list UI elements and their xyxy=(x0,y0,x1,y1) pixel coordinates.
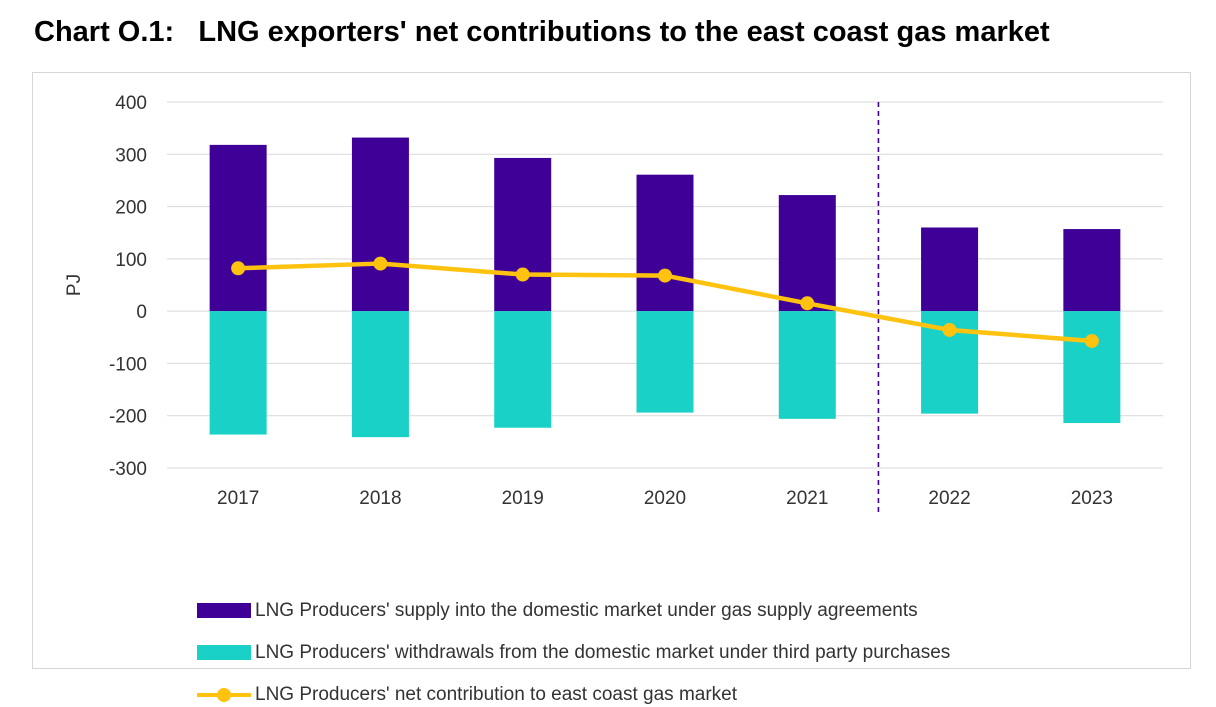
bar-withdrawal xyxy=(1063,311,1121,424)
bar-supply xyxy=(636,174,694,312)
x-tick-label: 2017 xyxy=(217,488,259,509)
legend-label-supply: LNG Producers' supply into the domestic … xyxy=(255,600,918,621)
bar-supply xyxy=(494,157,552,312)
legend-item-withdrawals: LNG Producers' withdrawals from the dome… xyxy=(197,641,950,665)
net-point xyxy=(658,268,672,283)
legend-label-withdrawals: LNG Producers' withdrawals from the dome… xyxy=(255,642,951,663)
legend-swatch-net xyxy=(197,685,251,705)
net-point xyxy=(231,261,246,276)
net-point xyxy=(373,256,388,271)
bar-supply xyxy=(921,227,979,312)
legend-item-supply: LNG Producers' supply into the domestic … xyxy=(197,599,918,623)
bar-withdrawal xyxy=(209,311,267,435)
y-tick-label: -300 xyxy=(109,459,147,480)
y-tick-label: 400 xyxy=(115,93,147,114)
legend-label-net: LNG Producers' net contribution to east … xyxy=(255,684,738,705)
x-tick-label: 2023 xyxy=(1071,488,1113,509)
legend-swatch-supply xyxy=(197,601,251,621)
x-tick-label: 2020 xyxy=(644,488,686,509)
legend-item-net: LNG Producers' net contribution to east … xyxy=(197,683,737,707)
bar-supply xyxy=(351,137,409,312)
net-point xyxy=(942,322,957,337)
bar-withdrawal xyxy=(636,311,694,413)
chart-plot: 400 300 200 100 0 -100 -200 -300 PJ 2017 2018 2019 2… xyxy=(64,93,1163,512)
x-tick-label: 2021 xyxy=(786,488,828,509)
bar-supply xyxy=(209,144,267,312)
bar-withdrawal xyxy=(494,311,552,428)
y-axis-label: PJ xyxy=(64,274,85,296)
net-point xyxy=(800,296,815,311)
y-tick-label: -200 xyxy=(109,407,147,428)
x-tick-label: 2018 xyxy=(359,488,401,509)
net-point xyxy=(515,267,530,282)
y-tick-label: -100 xyxy=(109,354,147,375)
bar-withdrawal xyxy=(778,311,836,419)
y-tick-label: 300 xyxy=(115,145,147,166)
x-tick-label: 2022 xyxy=(928,488,970,509)
y-tick-label: 200 xyxy=(115,198,147,219)
chart-frame: 400 300 200 100 0 -100 -200 -300 PJ 2017 2018 2019 2… xyxy=(32,72,1191,705)
y-tick-label: 0 xyxy=(136,302,147,323)
y-tick-label: 100 xyxy=(115,250,147,271)
bar-withdrawal xyxy=(351,311,409,438)
legend-swatch-withdrawals xyxy=(197,643,251,663)
net-point xyxy=(1084,333,1099,348)
x-tick-label: 2019 xyxy=(502,488,544,509)
bar-supply xyxy=(1063,229,1121,312)
chart-title: Chart O.1: LNG exporters' net contributi… xyxy=(34,16,1050,48)
bar-supply xyxy=(778,195,836,312)
